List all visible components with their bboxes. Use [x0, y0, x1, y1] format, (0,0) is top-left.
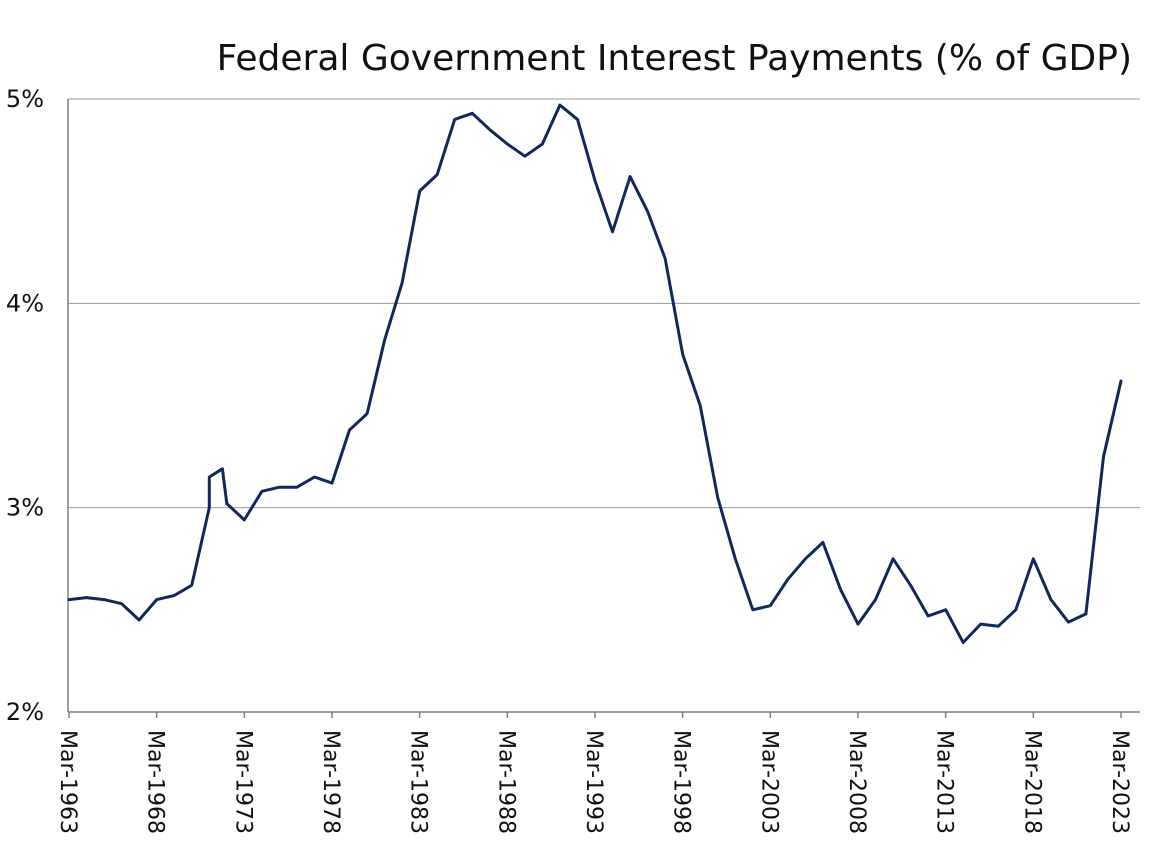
axes [67, 99, 1140, 713]
series [67, 103, 1123, 644]
x-tick-label: Mar-1993 [581, 730, 606, 834]
series-line [67, 103, 1123, 644]
x-tick-label: Mar-1988 [493, 730, 518, 834]
y-tick-label: 2% [6, 698, 44, 726]
x-tick-label: Mar-2008 [844, 730, 869, 834]
x-tick-label: Mar-2018 [1019, 730, 1044, 834]
y-tick-label: 3% [6, 494, 44, 522]
x-tick-label: Mar-2023 [1107, 730, 1132, 834]
chart-title: Federal Government Interest Payments (% … [217, 38, 1132, 79]
y-axis-ticks: 2% 3% 4% 5% [6, 85, 44, 726]
gridlines [68, 98, 1140, 509]
x-tick-label: Mar-2013 [932, 730, 957, 834]
x-tick-label: Mar-1983 [406, 730, 431, 834]
x-axis-ticks: Mar-1963 Mar-1968 Mar-1973 Mar-1978 Mar-1983… [55, 712, 1132, 834]
y-tick-label: 5% [6, 85, 44, 113]
y-tick-label: 4% [6, 289, 44, 317]
x-tick-label: Mar-1968 [143, 730, 168, 834]
x-tick-label: Mar-1978 [318, 730, 343, 834]
x-tick-label: Mar-1963 [55, 730, 80, 834]
x-tick-label: Mar-2003 [756, 730, 781, 834]
x-tick-label: Mar-1973 [230, 730, 255, 834]
x-tick-label: Mar-1998 [669, 730, 694, 834]
